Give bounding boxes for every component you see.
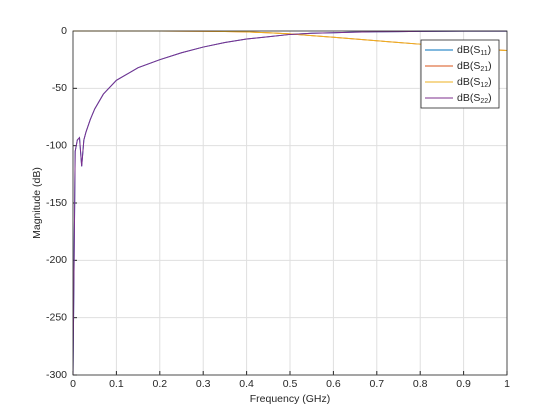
x-tick-label: 1 — [504, 378, 510, 390]
y-tick-label: -200 — [46, 254, 67, 266]
x-tick-label: 0.6 — [326, 378, 341, 390]
series-line — [73, 30, 507, 375]
x-tick-label: 0.5 — [283, 378, 298, 390]
y-tick-label: 0 — [61, 25, 67, 37]
x-tick-label: 0.9 — [456, 378, 471, 390]
x-tick-label: 0.2 — [152, 378, 167, 390]
y-tick-label: -50 — [52, 82, 67, 94]
x-tick-label: 0 — [70, 378, 76, 390]
legend-box — [420, 39, 500, 109]
x-tick-label: 0.3 — [196, 378, 211, 390]
x-tick-label: 0.4 — [239, 378, 254, 390]
legend-label: dB(S22) — [457, 92, 492, 106]
legend-label: dB(S12) — [457, 76, 492, 90]
y-tick-label: -250 — [46, 311, 67, 323]
legend-label: dB(S11) — [457, 44, 491, 58]
x-axis-label: Frequency (GHz) — [250, 393, 331, 405]
x-tick-label: 0.7 — [369, 378, 384, 390]
legend-label: dB(S21) — [457, 60, 492, 74]
y-axis-label: Magnitude (dB) — [31, 167, 43, 239]
y-tick-label: -150 — [46, 197, 67, 209]
x-tick-label: 0.1 — [109, 378, 124, 390]
y-tick-label: -300 — [46, 369, 67, 381]
axes-box — [72, 30, 508, 376]
x-tick-label: 0.8 — [413, 378, 428, 390]
y-tick-label: -100 — [46, 139, 67, 151]
